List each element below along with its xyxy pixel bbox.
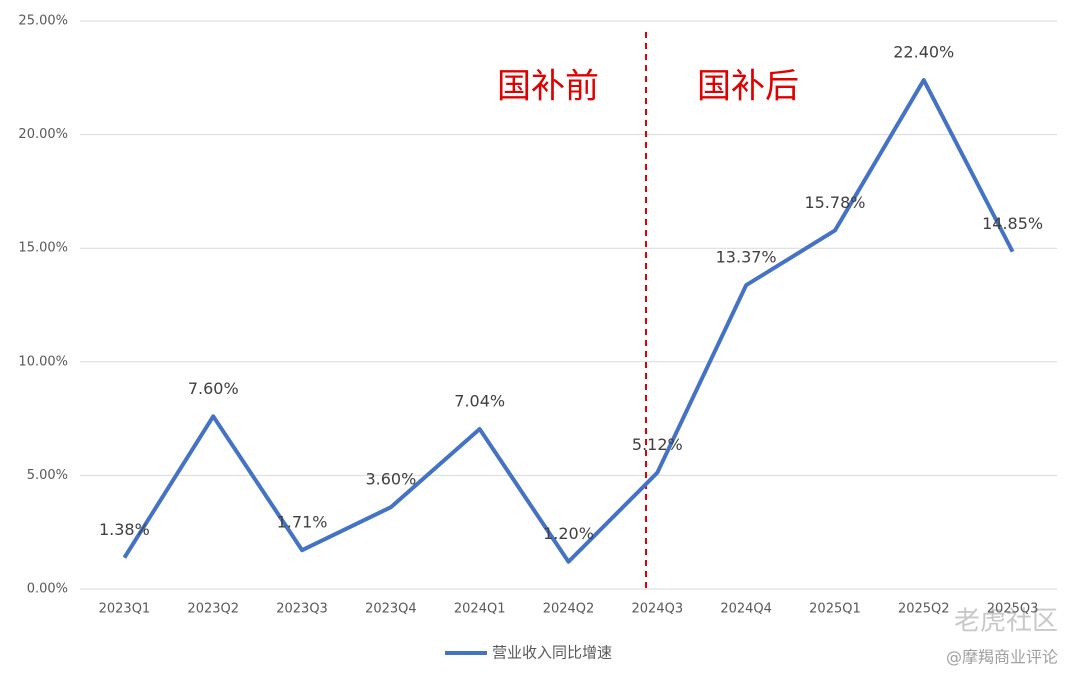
y-tick-label: 25.00% xyxy=(18,14,68,29)
x-tick-label: 2023Q4 xyxy=(365,602,417,617)
x-tick-label: 2024Q4 xyxy=(720,602,772,617)
x-tick-label: 2024Q2 xyxy=(543,602,595,617)
x-tick-label: 2024Q1 xyxy=(454,602,506,617)
y-tick-label: 5.00% xyxy=(27,468,68,483)
x-tick-label: 2023Q2 xyxy=(187,602,239,617)
value-label: 1.20% xyxy=(543,524,594,543)
value-label: 1.38% xyxy=(99,520,150,539)
x-tick-label: 2025Q1 xyxy=(809,602,861,617)
x-tick-label: 2025Q2 xyxy=(898,602,950,617)
x-tick-label: 2025Q3 xyxy=(987,602,1039,617)
value-label: 7.60% xyxy=(188,379,239,398)
value-label: 7.04% xyxy=(454,392,505,411)
line-series xyxy=(122,78,1015,564)
legend-label: 营业收入同比增速 xyxy=(492,644,612,662)
value-label: 14.85% xyxy=(982,214,1043,233)
y-tick-label: 10.00% xyxy=(18,354,68,369)
value-label: 13.37% xyxy=(716,248,777,267)
y-tick-label: 20.00% xyxy=(18,127,68,142)
value-label: 15.78% xyxy=(804,193,865,212)
x-tick-label: 2023Q3 xyxy=(276,602,328,617)
value-label: 5.12% xyxy=(632,435,683,454)
x-tick-label: 2024Q3 xyxy=(632,602,684,617)
y-tick-label: 0.00% xyxy=(27,582,68,597)
value-label: 3.60% xyxy=(365,470,416,489)
y-tick-label: 15.00% xyxy=(18,241,68,256)
value-label: 22.40% xyxy=(893,43,954,62)
value-label: 1.71% xyxy=(277,513,328,532)
x-tick-label: 2023Q1 xyxy=(99,602,151,617)
watermark: 老虎社区 xyxy=(954,607,1058,637)
annotation: 国补前 xyxy=(497,67,599,107)
annotation: 国补后 xyxy=(697,67,799,107)
watermark: @摩羯商业评论 xyxy=(946,648,1058,667)
